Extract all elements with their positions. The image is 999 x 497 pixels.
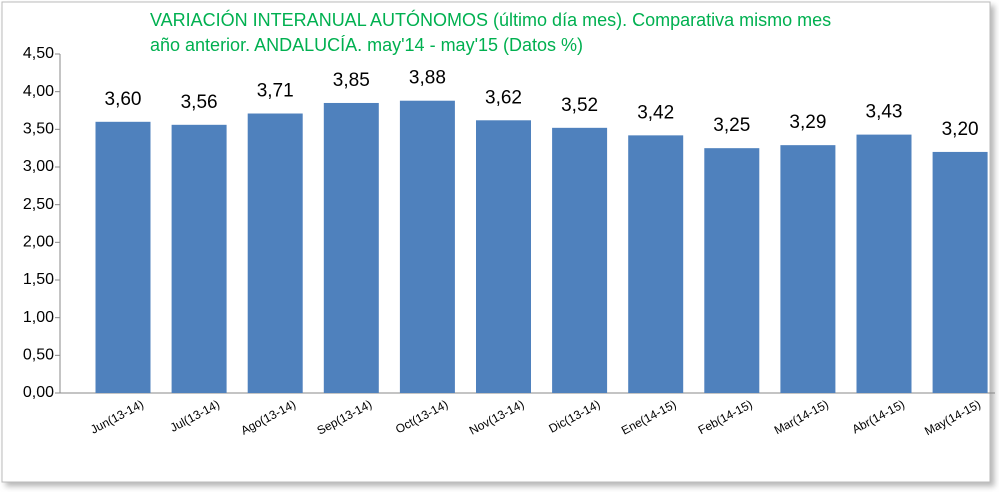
- value-label: 3,71: [257, 81, 294, 102]
- bar: [856, 134, 912, 393]
- y-tick-label: 3,00: [23, 158, 54, 175]
- value-label: 3,56: [181, 92, 218, 113]
- bar: [932, 151, 988, 393]
- y-tick-label: 1,00: [23, 309, 54, 326]
- bar: [476, 120, 531, 393]
- bar: [323, 102, 379, 393]
- value-label: 3,20: [942, 119, 979, 140]
- value-label: 3,60: [105, 89, 142, 110]
- y-tick-label: 0,50: [23, 347, 54, 364]
- y-tick-label: 3,50: [23, 121, 54, 138]
- y-tick-label: 1,50: [23, 271, 54, 288]
- value-label: 3,88: [409, 68, 446, 89]
- value-label: 3,29: [789, 112, 826, 133]
- y-tick-label: 0,00: [23, 384, 54, 401]
- chart-title: VARIACIÓN INTERANUAL AUTÓNOMOS (último d…: [150, 9, 831, 30]
- bar: [399, 100, 455, 393]
- y-tick-label: 2,00: [23, 234, 54, 251]
- y-tick-label: 4,00: [23, 83, 54, 100]
- bar: [552, 127, 608, 394]
- bar: [780, 145, 836, 393]
- value-label: 3,25: [713, 115, 750, 136]
- y-tick-label: 4,50: [23, 45, 54, 62]
- bar: [628, 135, 684, 394]
- y-tick-label: 2,50: [23, 196, 54, 213]
- value-label: 3,43: [866, 102, 903, 123]
- chart-title: año anterior. ANDALUCÍA. may'14 - may'15…: [150, 35, 583, 55]
- value-label: 3,42: [637, 102, 674, 123]
- bar: [247, 113, 303, 393]
- bar: [95, 121, 151, 394]
- bar: [704, 148, 760, 393]
- value-label: 3,62: [485, 87, 522, 108]
- bar: [171, 124, 227, 394]
- value-label: 3,85: [333, 70, 370, 91]
- value-label: 3,52: [561, 95, 598, 116]
